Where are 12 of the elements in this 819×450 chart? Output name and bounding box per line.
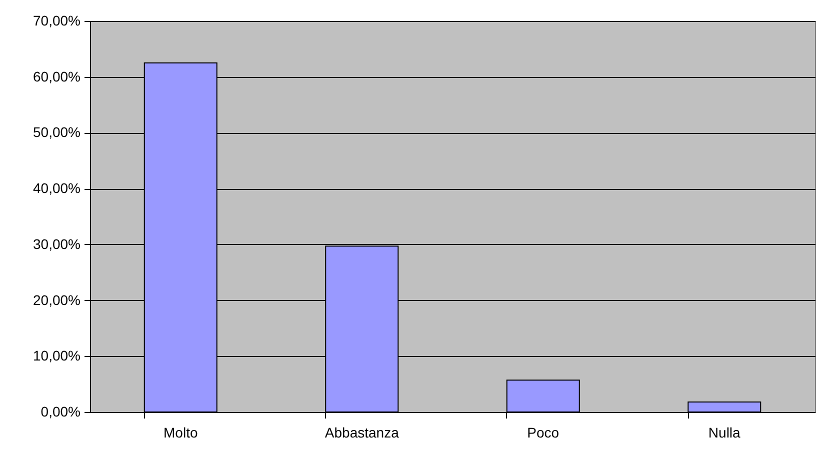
- x-tick-label: Abbastanza: [324, 424, 400, 440]
- y-tick-label: 60,00%: [33, 68, 80, 84]
- y-tick-label: 40,00%: [33, 180, 80, 196]
- y-tick-label: 20,00%: [33, 292, 80, 308]
- y-tick-label: 70,00%: [33, 12, 80, 28]
- y-tick-label: 30,00%: [33, 236, 80, 252]
- y-tick-label: 50,00%: [33, 124, 80, 140]
- x-tick-label: Nulla: [708, 424, 741, 440]
- x-tick-label: Molto: [164, 424, 198, 440]
- y-tick-label: 10,00%: [33, 348, 80, 364]
- x-tick-label: Poco: [527, 424, 560, 440]
- y-tick-label: 0,00%: [40, 404, 80, 420]
